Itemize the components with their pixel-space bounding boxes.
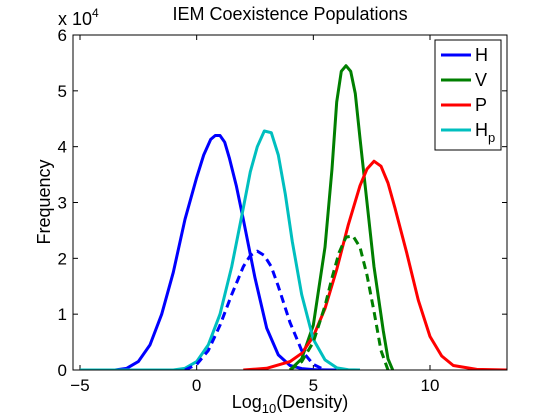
legend-label: H bbox=[475, 45, 488, 65]
x-tick-label: 10 bbox=[421, 376, 440, 395]
y-tick-label: 1 bbox=[58, 305, 67, 324]
legend-label: P bbox=[475, 95, 487, 115]
y-tick-label: 5 bbox=[58, 82, 67, 101]
legend-label-subscript: p bbox=[488, 130, 495, 145]
y-tick-label: 3 bbox=[58, 194, 67, 213]
y-axis-multiplier-base: x 10 bbox=[58, 9, 92, 29]
y-tick-label: 4 bbox=[58, 138, 67, 157]
series-line-dashed-4-dashed bbox=[184, 249, 326, 370]
x-axis-label-subscript: 10 bbox=[262, 401, 276, 416]
plot-area-frame bbox=[72, 34, 508, 371]
chart-title: IEM Coexistence Populations bbox=[172, 4, 407, 24]
y-tick-label: 6 bbox=[58, 26, 67, 45]
plot-lines bbox=[80, 64, 507, 370]
x-axis-tick-labels: −5 0 5 10 bbox=[70, 376, 439, 395]
x-axis-label-suffix: (Density) bbox=[276, 392, 348, 412]
legend-box bbox=[434, 39, 502, 151]
series-line-dashed-5-dashed bbox=[289, 234, 390, 370]
legend-label: V bbox=[475, 70, 487, 90]
y-tick-label: 0 bbox=[58, 361, 67, 380]
series-line-v bbox=[288, 64, 395, 370]
x-axis-label: Log10(Density) bbox=[232, 392, 349, 416]
series-line-h bbox=[80, 134, 337, 370]
x-axis-label-prefix: Log bbox=[232, 392, 262, 412]
y-axis-multiplier: x 104 bbox=[58, 6, 99, 29]
series-line-p bbox=[243, 159, 507, 370]
x-tick-label: 5 bbox=[309, 376, 318, 395]
x-tick-label: 0 bbox=[192, 376, 201, 395]
y-axis-label: Frequency bbox=[34, 159, 54, 244]
y-axis-tick-labels: 0 1 2 3 4 5 6 bbox=[58, 26, 67, 380]
y-tick-label: 2 bbox=[58, 249, 67, 268]
y-axis-multiplier-exponent: 4 bbox=[92, 6, 99, 20]
x-tick-label: −5 bbox=[70, 376, 89, 395]
series-line-hp bbox=[80, 129, 361, 370]
